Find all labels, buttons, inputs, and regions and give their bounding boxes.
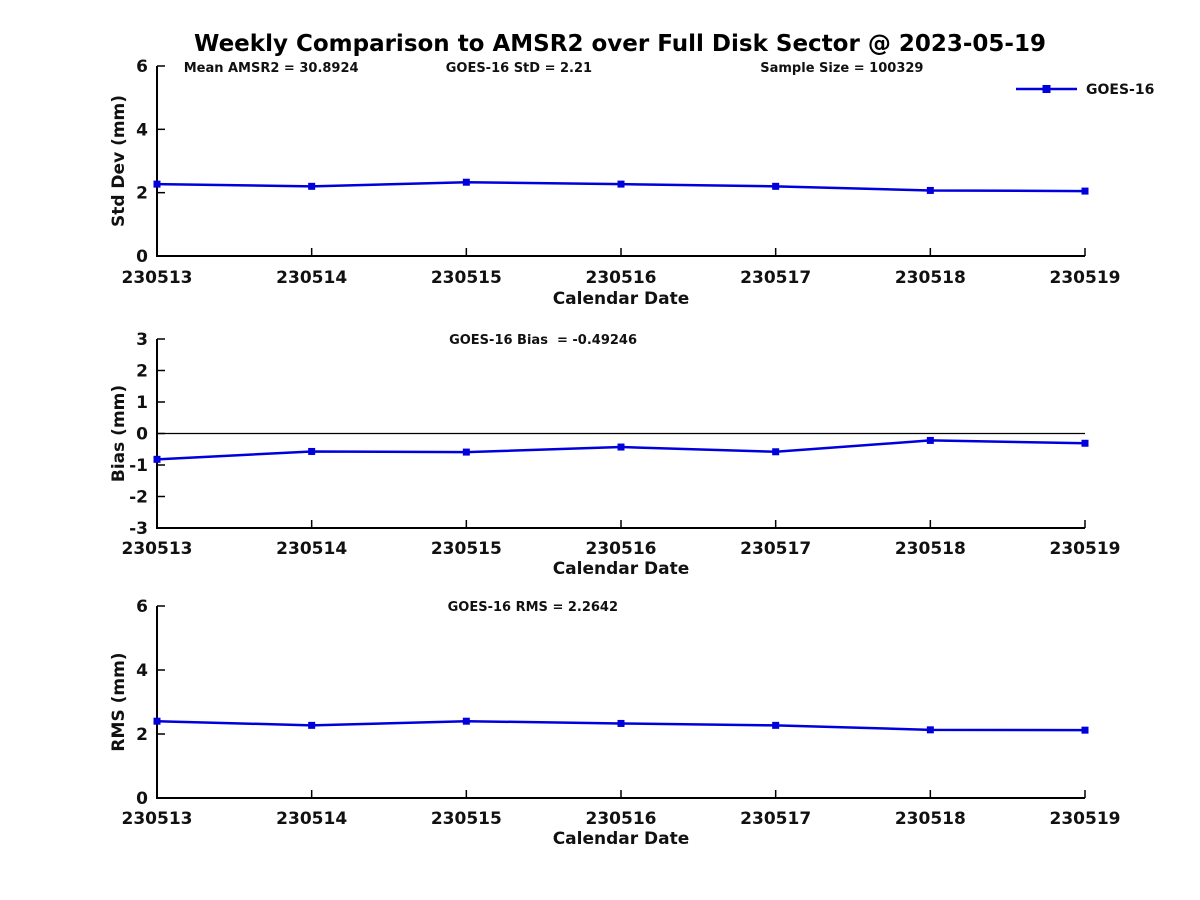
x-axis-tick-label: 230518	[895, 268, 966, 288]
y-axis-tick-label: 0	[136, 789, 148, 809]
y-axis-tick-label: -3	[129, 519, 148, 539]
x-axis-tick-label: 230513	[122, 268, 193, 288]
y-axis-label: RMS (mm)	[109, 652, 129, 751]
x-axis-tick-label: 230516	[586, 809, 657, 829]
std-dev-subplot: 0 2 4 6 230513 230514 230515 230516 230517 230518…	[109, 57, 1154, 309]
y-axis-tick-label: 4	[136, 120, 148, 140]
x-axis-label: Calendar Date	[553, 559, 690, 579]
data-point-marker	[308, 721, 316, 729]
data-point-marker	[1081, 726, 1089, 734]
legend-marker	[1042, 85, 1051, 93]
data-point-marker	[926, 726, 934, 734]
data-point-marker	[926, 436, 934, 444]
annotation-text: GOES-16 RMS = 2.2642	[448, 600, 618, 615]
x-axis-tick-label: 230518	[895, 809, 966, 829]
data-point-marker	[308, 447, 316, 455]
x-axis-tick-label: 230515	[431, 539, 502, 559]
data-point-marker	[308, 182, 316, 190]
data-point-marker	[772, 448, 780, 456]
x-axis-tick-label: 230519	[1050, 539, 1121, 559]
data-point-marker	[153, 717, 161, 725]
chart-title: Weekly Comparison to AMSR2 over Full Dis…	[194, 31, 1046, 57]
data-point-marker	[772, 182, 780, 190]
y-axis-tick-label: 6	[136, 597, 148, 617]
annotation-text: GOES-16 StD = 2.21	[446, 61, 592, 76]
y-axis-label: Std Dev (mm)	[109, 95, 129, 227]
data-point-marker	[617, 180, 625, 188]
annotation-text: Mean AMSR2 = 30.8924	[184, 61, 359, 76]
data-point-marker	[772, 721, 780, 729]
x-axis-tick-label: 230516	[586, 539, 657, 559]
x-axis-tick-label: 230514	[276, 539, 347, 559]
y-axis-tick-label: 1	[136, 393, 148, 413]
x-axis-label: Calendar Date	[553, 829, 690, 849]
data-point-marker	[617, 719, 625, 727]
y-axis-tick-label: 2	[136, 184, 148, 204]
x-axis-label: Calendar Date	[553, 289, 690, 309]
data-point-marker	[462, 178, 470, 186]
data-point-marker	[153, 455, 161, 463]
data-point-marker	[462, 717, 470, 725]
x-axis-tick-label: 230516	[586, 268, 657, 288]
x-axis-tick-label: 230515	[431, 809, 502, 829]
x-axis-tick-label: 230519	[1050, 809, 1121, 829]
y-axis-tick-label: 0	[136, 425, 148, 445]
x-axis-tick-label: 230513	[122, 539, 193, 559]
y-axis-tick-label: -2	[129, 488, 148, 508]
x-axis-tick-label: 230517	[740, 809, 811, 829]
rms-subplot: 0 2 4 6 230513 230514 230515 230516 230517 230518…	[109, 597, 1121, 849]
bias-subplot: -3 -2 -1 0 1 2 3 230513 230514 230515 230516 230517…	[109, 330, 1121, 579]
x-axis-tick-label: 230517	[740, 268, 811, 288]
data-point-marker	[1081, 439, 1089, 447]
data-point-marker	[1081, 187, 1089, 195]
axes-frame	[156, 606, 1085, 799]
x-axis-tick-label: 230515	[431, 268, 502, 288]
axes-frame	[156, 66, 1085, 257]
y-axis-tick-label: 2	[136, 362, 148, 382]
x-axis-tick-label: 230514	[276, 268, 347, 288]
data-point-marker	[617, 443, 625, 451]
data-point-marker	[926, 186, 934, 194]
data-point-marker	[462, 448, 470, 456]
y-axis-label: Bias (mm)	[109, 385, 129, 482]
annotation-text: Sample Size = 100329	[760, 61, 923, 76]
x-axis-tick-label: 230519	[1050, 268, 1121, 288]
axes-frame	[156, 339, 1085, 529]
y-axis-tick-label: 3	[136, 330, 148, 350]
x-axis-tick-label: 230517	[740, 539, 811, 559]
legend-label: GOES-16	[1086, 82, 1154, 98]
x-axis-tick-label: 230514	[276, 809, 347, 829]
y-axis-tick-label: 6	[136, 57, 148, 77]
annotation-text: GOES-16 Bias = -0.49246	[449, 333, 637, 348]
y-axis-tick-label: 4	[136, 661, 148, 681]
y-axis-tick-label: 2	[136, 725, 148, 745]
y-axis-tick-label: -1	[129, 456, 148, 476]
y-axis-tick-label: 0	[136, 247, 148, 267]
x-axis-tick-label: 230518	[895, 539, 966, 559]
data-point-marker	[153, 180, 161, 188]
x-axis-tick-label: 230513	[122, 809, 193, 829]
